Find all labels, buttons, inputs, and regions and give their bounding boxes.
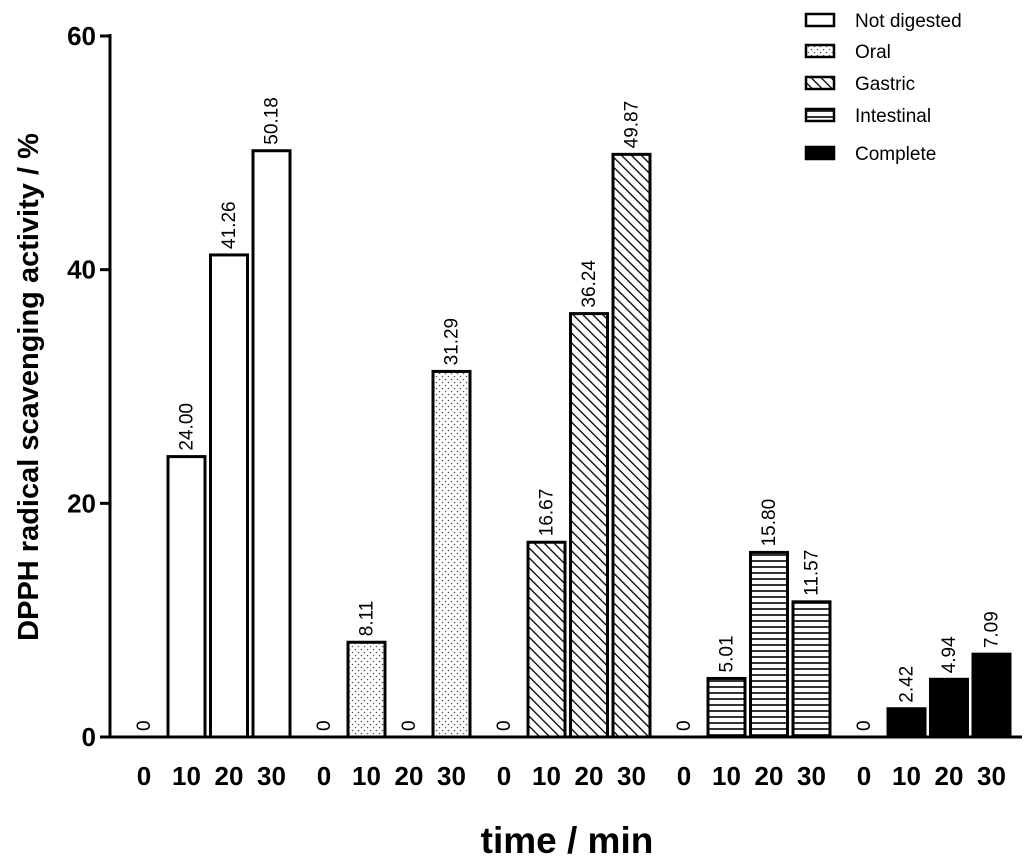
x-tick-label: 10	[892, 761, 921, 791]
bar	[611, 152, 652, 739]
bar	[791, 600, 832, 739]
y-tick-label: 40	[67, 255, 96, 285]
bar-value-label: 0	[134, 720, 155, 731]
legend-swatch	[804, 12, 836, 28]
bar-value-label: 8.11	[357, 601, 378, 637]
x-tick-label: 0	[857, 761, 871, 791]
x-tick-label: 10	[532, 761, 561, 791]
legend-swatch	[804, 43, 836, 59]
bar	[209, 253, 249, 739]
bar-value-label: 0	[494, 720, 515, 731]
bar	[749, 550, 789, 739]
x-tick-label: 0	[317, 761, 331, 791]
bar-value-label: 0	[854, 720, 875, 731]
legend-label: Complete	[855, 144, 936, 165]
bar-value-label: 15.80	[759, 499, 780, 547]
bar-value-label: 49.87	[622, 101, 643, 149]
bar-value-label: 50.18	[262, 97, 283, 145]
bar	[569, 312, 609, 739]
x-axis: 0 10 20 30 0 10 20 30 0 10 20 30 0 10 20 30 0 10 20 30	[108, 735, 1022, 791]
bar-value-label: 0	[399, 720, 420, 731]
legend-label: Oral	[855, 42, 891, 63]
bar	[886, 707, 927, 739]
bar	[431, 369, 472, 739]
bar-value-label: 2.42	[897, 666, 918, 703]
bar	[251, 149, 292, 739]
x-tick-label: 30	[797, 761, 826, 791]
bar	[929, 677, 969, 739]
y-tick-label: 20	[67, 488, 96, 518]
x-tick-label: 20	[755, 761, 784, 791]
legend-swatch	[804, 107, 836, 123]
legend-label: Not digested	[855, 11, 962, 32]
x-tick-label: 20	[215, 761, 244, 791]
x-tick-label: 20	[575, 761, 604, 791]
x-tick-label: 20	[395, 761, 424, 791]
x-tick-label: 0	[497, 761, 511, 791]
x-axis-title: time / min	[481, 820, 654, 861]
bar-labels: 0 24.00 41.26 50.18 0 8.11 0 31.29 0 16.67 36.24 49…	[134, 97, 1003, 731]
bar	[346, 640, 387, 739]
bar-value-label: 31.29	[442, 318, 463, 366]
y-axis-title: DPPH radical scavenging activity / %	[13, 133, 45, 641]
bars	[166, 149, 1012, 739]
bar-value-label: 36.24	[579, 260, 600, 308]
x-tick-label: 0	[137, 761, 151, 791]
x-tick-label: 10	[352, 761, 381, 791]
bar-value-label: 0	[674, 720, 695, 731]
bar	[166, 455, 207, 739]
bar-value-label: 4.94	[939, 636, 960, 673]
x-tick-label: 10	[712, 761, 741, 791]
bar-value-label: 16.67	[537, 489, 558, 537]
x-tick-label: 30	[617, 761, 646, 791]
bar	[526, 540, 567, 739]
bar	[706, 676, 747, 739]
x-tick-label: 0	[677, 761, 691, 791]
bar-value-label: 7.09	[982, 611, 1003, 648]
legend-label: Gastric	[855, 74, 915, 95]
x-tick-label: 30	[257, 761, 286, 791]
bar	[971, 652, 1012, 739]
bar-value-label: 11.57	[802, 550, 823, 596]
x-tick-label: 20	[935, 761, 964, 791]
x-tick-label: 30	[437, 761, 466, 791]
y-tick-label: 0	[82, 722, 96, 752]
y-axis: 0 20 40 60	[67, 21, 112, 752]
legend-swatch	[804, 75, 836, 91]
legend-label: Intestinal	[855, 106, 931, 127]
bar-value-label: 24.00	[177, 403, 198, 451]
bar-value-label: 0	[314, 720, 335, 731]
bar-value-label: 41.26	[219, 201, 240, 249]
legend: Not digested Oral Gastric Intestinal Complet…	[804, 11, 962, 165]
y-tick-label: 60	[67, 21, 96, 51]
bar-value-label: 5.01	[717, 635, 738, 672]
x-tick-label: 30	[977, 761, 1006, 791]
legend-swatch	[804, 145, 836, 161]
x-tick-label: 10	[172, 761, 201, 791]
